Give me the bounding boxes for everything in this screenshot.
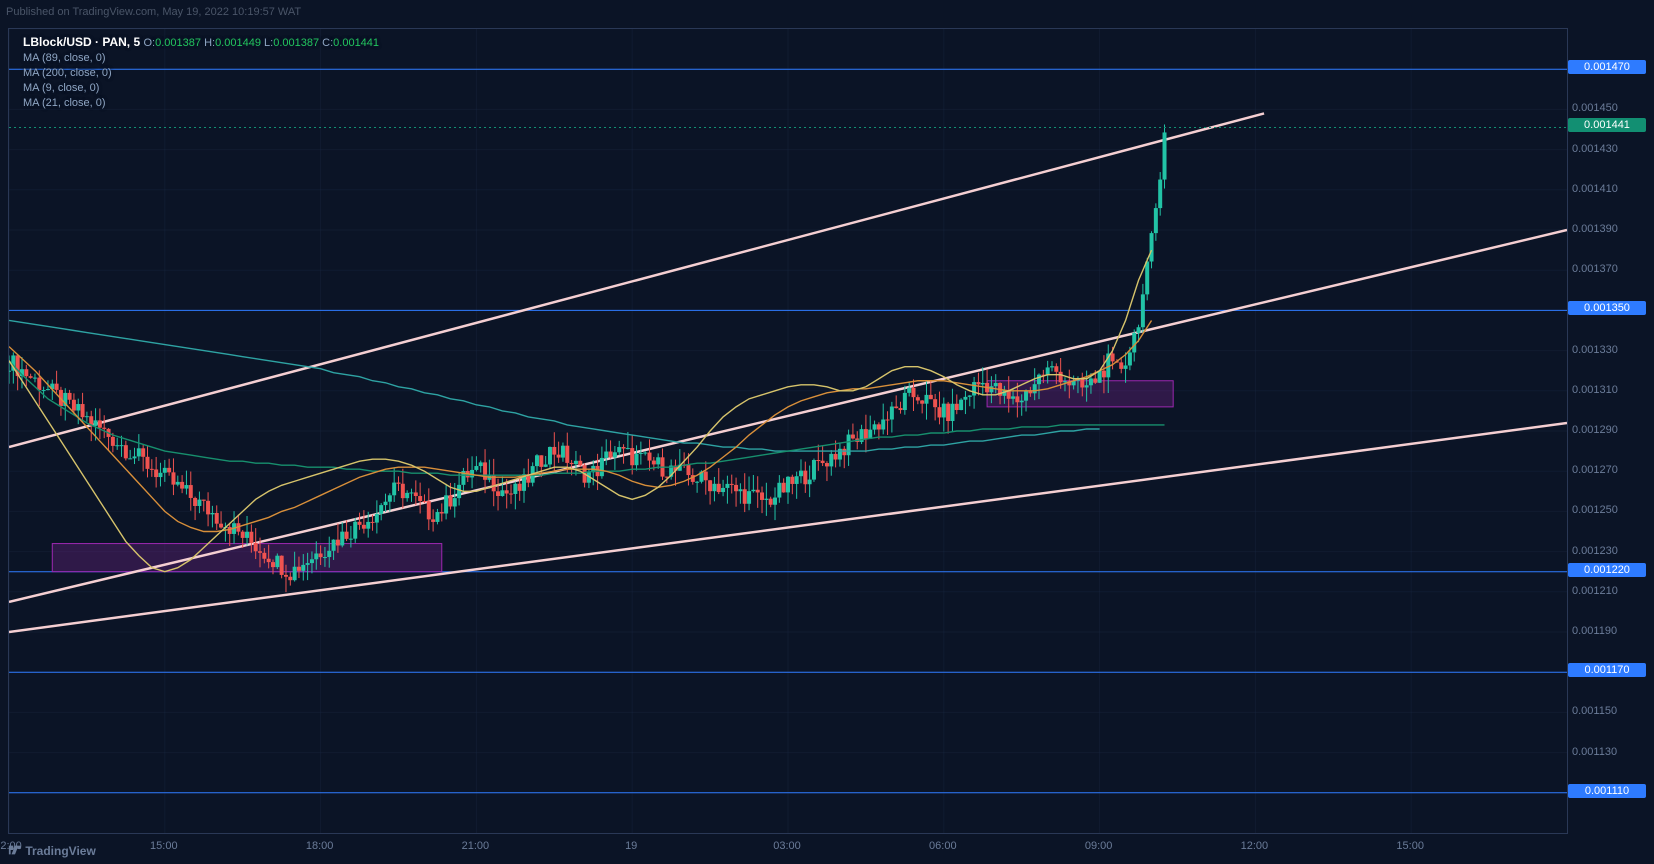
ohlc-readout: O:0.001387 H:0.001449 L:0.001387 C:0.001… bbox=[143, 37, 379, 49]
chart-legend: LBlock/USD · PAN, 5 O:0.001387 H:0.00144… bbox=[23, 35, 379, 111]
indicator-ma21: MA (21, close, 0) bbox=[23, 96, 379, 111]
y-tick: 0.001270 bbox=[1572, 464, 1618, 476]
price-axis: 0.001110 0.001130 0.001150 0.001170 0.001190… bbox=[1568, 28, 1646, 834]
x-tick: 12:00 bbox=[1241, 840, 1269, 852]
y-tick: 0.001150 bbox=[1572, 705, 1617, 717]
x-tick: 15:00 bbox=[1396, 840, 1424, 852]
y-tick: 0.001230 bbox=[1572, 545, 1618, 557]
y-tick: 0.001130 bbox=[1572, 746, 1617, 758]
indicator-ma89: MA (89, close, 0) bbox=[23, 51, 379, 66]
y-tick: 0.001210 bbox=[1572, 585, 1618, 597]
y-tick: 0.001250 bbox=[1572, 504, 1618, 516]
y-tick: 0.001290 bbox=[1572, 424, 1618, 436]
y-tick: 0.001430 bbox=[1572, 143, 1618, 155]
x-tick: 15:00 bbox=[150, 840, 178, 852]
y-tick: 0.001450 bbox=[1572, 102, 1618, 114]
indicator-ma200: MA (200, close, 0) bbox=[23, 66, 379, 81]
price-line-label: 0.001110 bbox=[1568, 784, 1646, 798]
price-line-label: 0.001220 bbox=[1568, 563, 1646, 577]
price-line-label: 0.001170 bbox=[1568, 663, 1646, 677]
price-line-label: 0.001350 bbox=[1568, 301, 1646, 315]
y-tick: 0.001310 bbox=[1572, 384, 1618, 396]
y-tick: 0.001390 bbox=[1572, 223, 1618, 235]
x-tick: 18:00 bbox=[306, 840, 334, 852]
x-tick: 21:00 bbox=[462, 840, 490, 852]
x-tick: 19 bbox=[625, 840, 637, 852]
indicator-ma9: MA (9, close, 0) bbox=[23, 81, 379, 96]
current-price-label: 0.001441 bbox=[1568, 118, 1646, 132]
chart-pane[interactable]: LBlock/USD · PAN, 5 O:0.001387 H:0.00144… bbox=[8, 28, 1568, 834]
y-tick: 0.001410 bbox=[1572, 183, 1618, 195]
tradingview-logo: TradingView bbox=[8, 843, 96, 858]
time-axis: 12:0015:0018:0021:001903:0006:0009:0012:… bbox=[8, 838, 1568, 856]
y-tick: 0.001330 bbox=[1572, 344, 1618, 356]
y-tick: 0.001190 bbox=[1572, 625, 1617, 637]
publish-timestamp: Published on TradingView.com, May 19, 20… bbox=[0, 0, 1654, 18]
x-tick: 09:00 bbox=[1085, 840, 1113, 852]
price-line-label: 0.001470 bbox=[1568, 60, 1646, 74]
x-tick: 06:00 bbox=[929, 840, 957, 852]
x-tick: 03:00 bbox=[773, 840, 801, 852]
y-tick: 0.001370 bbox=[1572, 263, 1618, 275]
